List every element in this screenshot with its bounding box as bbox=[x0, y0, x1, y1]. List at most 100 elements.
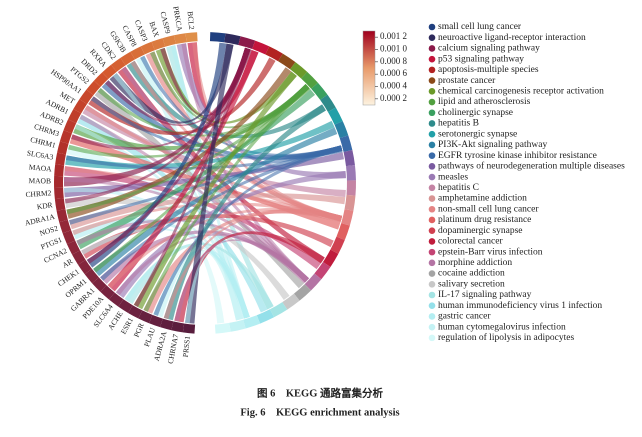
gene-arc bbox=[130, 46, 145, 60]
gene-label: SLC6A3 bbox=[26, 148, 54, 161]
legend-label: p53 signaling pathway bbox=[438, 54, 524, 64]
gene-label: PGR bbox=[132, 322, 146, 339]
gene-arc bbox=[100, 285, 115, 300]
chord-link bbox=[153, 249, 243, 321]
colorbar-label: 0.001 0 bbox=[380, 44, 408, 54]
legend-marker bbox=[428, 120, 436, 127]
legend-marker bbox=[428, 291, 436, 299]
legend-marker bbox=[428, 280, 436, 288]
gene-arc bbox=[111, 57, 126, 72]
gene-arc bbox=[108, 292, 124, 307]
chord-link bbox=[166, 45, 274, 310]
gene-arc bbox=[128, 305, 143, 319]
gene-label: BAX bbox=[148, 20, 162, 38]
pathway-arc bbox=[282, 293, 300, 310]
pathway-arc bbox=[229, 319, 246, 332]
pathway-arc bbox=[278, 53, 296, 70]
legend-label: cocaine addiction bbox=[438, 269, 505, 279]
pathway-arc bbox=[209, 32, 226, 43]
pathway-arc bbox=[214, 322, 231, 334]
pathway-arc bbox=[330, 236, 345, 254]
pathway-arc bbox=[336, 223, 350, 241]
legend-marker bbox=[428, 98, 436, 106]
legend-marker bbox=[428, 270, 436, 277]
pathway-arc bbox=[224, 33, 241, 45]
gene-label: PRSS1 bbox=[181, 335, 192, 357]
colorbar-ticks: 0.001 2 0.001 0 0.000 8 0.000 6 0.000 4 0.000… bbox=[375, 31, 408, 103]
legend-label: serotonergic synapse bbox=[438, 129, 517, 139]
legend-label: cholinergic synapse bbox=[438, 108, 513, 118]
chord-link bbox=[84, 105, 343, 222]
chord-link bbox=[170, 45, 250, 319]
legend-marker bbox=[428, 205, 436, 213]
chord-link bbox=[64, 166, 343, 222]
gene-arc bbox=[140, 41, 155, 55]
legend-marker bbox=[428, 184, 436, 192]
pathway-arc bbox=[252, 40, 270, 55]
pathway-arc bbox=[339, 135, 353, 153]
chord-link bbox=[64, 166, 321, 270]
gene-arc bbox=[54, 175, 64, 188]
legend-marker bbox=[428, 77, 436, 84]
pathway-arc bbox=[290, 62, 308, 79]
legend-label: pathways of neurodegeneration multiple d… bbox=[438, 161, 625, 172]
legend-label: PI3K-Akt signaling pathway bbox=[438, 140, 547, 150]
pathway-arc bbox=[334, 121, 349, 139]
chord-link bbox=[68, 84, 310, 159]
chord-link bbox=[65, 120, 335, 170]
pathway-arc bbox=[314, 261, 331, 280]
pathway-arc bbox=[346, 165, 356, 181]
gene-arc bbox=[118, 299, 133, 313]
gene-label: BCL2 bbox=[186, 11, 197, 30]
gene-label: PRKCA bbox=[171, 6, 184, 33]
legend-marker bbox=[428, 173, 436, 181]
gene-label: CHRM2 bbox=[25, 188, 52, 199]
gene-arc bbox=[160, 318, 174, 331]
pathway-arc bbox=[301, 71, 318, 89]
gene-arc bbox=[92, 277, 107, 292]
legend-label: platinum drug resistance bbox=[438, 215, 531, 225]
gene-label: CHRM1 bbox=[29, 135, 56, 150]
legend-label: human immunodeficiency virus 1 infection bbox=[438, 300, 602, 311]
legend-label: hepatitis C bbox=[438, 183, 479, 193]
legend-label: small cell lung cancer bbox=[438, 22, 522, 32]
chord-link bbox=[192, 42, 343, 222]
pathway-arc bbox=[304, 273, 322, 291]
legend-marker bbox=[428, 34, 436, 42]
gene-arc bbox=[57, 141, 69, 155]
gene-label: MAOA bbox=[28, 163, 52, 174]
pathway-arc bbox=[256, 309, 275, 324]
legend-label: non-small cell lung cancer bbox=[438, 204, 539, 214]
gene-arc bbox=[63, 119, 77, 134]
gene-arc bbox=[86, 80, 101, 96]
legend-label: neuroactive ligand-receptor interaction bbox=[438, 33, 586, 43]
gene-arc bbox=[59, 219, 72, 234]
chord-link bbox=[115, 233, 309, 296]
gene-arc bbox=[93, 72, 109, 87]
chord-link bbox=[124, 245, 250, 319]
legend-marker bbox=[428, 130, 436, 138]
chord-link bbox=[109, 43, 234, 124]
caption-cn: 图 6 KEGG 通路富集分析 bbox=[257, 386, 384, 399]
gene-arc bbox=[185, 32, 198, 43]
gene-arc bbox=[149, 314, 163, 328]
gene-arc bbox=[73, 99, 87, 114]
legend-label: lipid and atherosclerosis bbox=[438, 97, 531, 107]
legend-marker bbox=[428, 195, 436, 202]
pathway-arc bbox=[341, 209, 354, 226]
gene-arc bbox=[173, 33, 187, 45]
legend-label: human cytomegalovirus infection bbox=[438, 321, 566, 332]
legend-marker bbox=[428, 248, 436, 256]
pathway-arc bbox=[243, 315, 261, 329]
chord-link bbox=[133, 47, 251, 308]
legend-marker bbox=[428, 109, 436, 117]
gene-arc bbox=[66, 240, 81, 255]
legend-label: gastric cancer bbox=[438, 312, 491, 322]
chord-link bbox=[94, 88, 305, 289]
legend-marker bbox=[428, 313, 436, 320]
legend-marker bbox=[428, 163, 436, 170]
gene-arc bbox=[59, 130, 72, 144]
pathway-arc bbox=[265, 46, 283, 62]
colorbar-label: 0.000 6 bbox=[380, 68, 408, 78]
